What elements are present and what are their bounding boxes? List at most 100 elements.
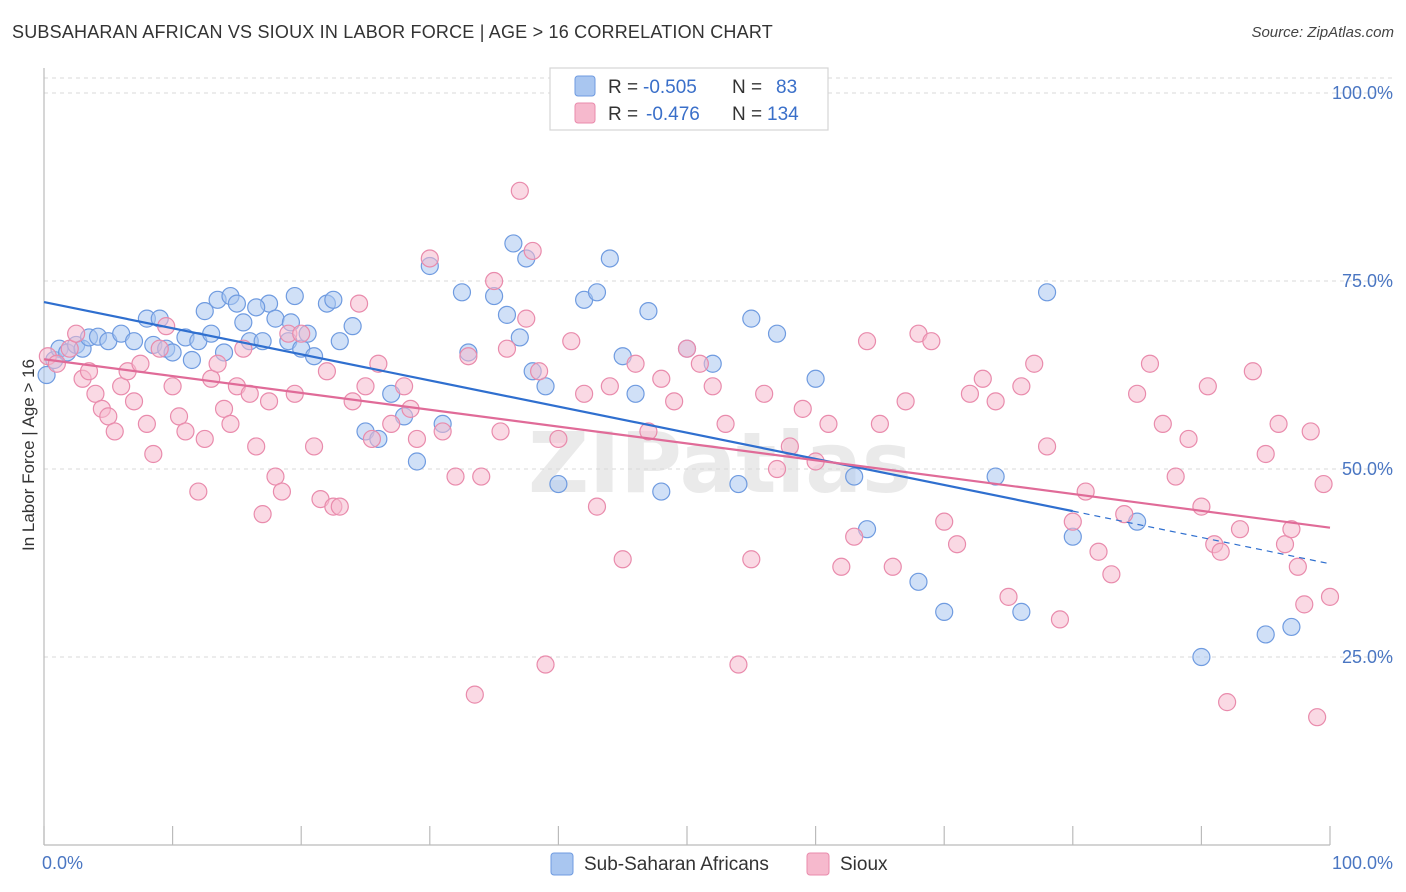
blue-point-0 (37, 365, 56, 385)
pink-point-81 (742, 550, 761, 569)
pink-point-14 (137, 414, 156, 434)
pink-point-117 (1198, 377, 1217, 396)
pink-point-8 (99, 407, 118, 426)
pink-point-98 (960, 384, 980, 403)
blue-point-68 (742, 309, 761, 328)
pink-point-42 (330, 497, 349, 516)
pink-point-130 (1308, 708, 1327, 727)
blue-point-62 (626, 384, 645, 403)
series-sub-saharan-africans (37, 234, 1301, 667)
trend-lines (43, 301, 1331, 565)
blue-point-56 (536, 377, 555, 396)
pink-point-115 (1179, 429, 1198, 449)
pink-point-73 (639, 422, 658, 441)
pink-point-102 (1012, 377, 1031, 396)
blue-point-52 (510, 328, 529, 347)
pink-point-95 (922, 332, 941, 351)
pink-point-127 (1288, 557, 1307, 576)
legend-r-value-1: -0.505 (643, 77, 697, 98)
pink-point-22 (195, 429, 214, 449)
pink-point-76 (677, 339, 697, 358)
blue-point-59 (587, 283, 607, 302)
pink-point-70 (600, 377, 619, 396)
pink-point-60 (497, 339, 517, 358)
blue-point-21 (195, 302, 214, 321)
pink-point-69 (587, 497, 607, 516)
pink-point-87 (819, 414, 838, 434)
pink-point-101 (999, 587, 1018, 606)
blue-point-39 (324, 290, 343, 309)
pink-point-124 (1269, 414, 1288, 434)
bottom-legend-swatch-blue (550, 852, 574, 876)
pink-point-40 (317, 362, 337, 381)
pink-point-126 (1282, 520, 1301, 539)
pink-point-49 (394, 377, 414, 396)
pink-point-44 (349, 294, 369, 313)
pink-point-54 (446, 467, 465, 486)
pink-point-97 (947, 535, 967, 554)
pink-point-66 (549, 429, 568, 449)
x-ticks: 0.0% 100.0% (42, 853, 1393, 873)
blue-point-46 (407, 452, 427, 471)
x-tick-label-1: 100.0% (1332, 853, 1393, 873)
pink-point-79 (716, 414, 735, 434)
blue-point-26 (234, 313, 253, 332)
pink-point-92 (883, 557, 902, 576)
legend-swatch-pink (574, 102, 596, 124)
pink-point-5 (79, 362, 99, 381)
blue-point-32 (285, 286, 304, 306)
pink-point-113 (1153, 414, 1172, 434)
blue-point-19 (202, 324, 221, 343)
pink-point-51 (407, 429, 427, 449)
pink-point-100 (986, 392, 1005, 411)
pink-point-2 (60, 339, 79, 358)
pink-point-129 (1301, 422, 1320, 441)
pink-point-123 (1256, 444, 1275, 464)
pink-point-6 (86, 384, 105, 403)
pink-point-10 (112, 377, 131, 396)
pink-point-110 (1115, 505, 1134, 524)
pink-point-85 (793, 399, 812, 418)
legend-n-value-2: 134 (767, 104, 799, 125)
pink-point-65 (536, 655, 555, 674)
pink-point-26 (221, 414, 240, 434)
blue-point-70 (806, 369, 825, 388)
blue-point-64 (652, 482, 671, 501)
pink-point-15 (144, 444, 163, 464)
pink-point-72 (626, 354, 645, 373)
pink-point-93 (896, 392, 915, 411)
blue-point-38 (330, 332, 349, 351)
source-label: Source: ZipAtlas.com (1251, 24, 1394, 41)
pink-point-90 (857, 332, 877, 351)
pink-point-111 (1127, 384, 1147, 403)
blue-point-40 (343, 317, 362, 336)
blue-point-10 (124, 332, 144, 351)
pink-point-38 (304, 437, 324, 456)
blue-point-48 (452, 283, 472, 302)
blue-point-74 (935, 602, 954, 621)
pink-point-99 (973, 369, 992, 388)
pink-point-131 (1314, 474, 1333, 494)
pink-point-58 (485, 271, 504, 291)
legend-box: R = -0.505 N = 83 R = -0.476 N = 134 (549, 67, 829, 131)
pink-point-52 (420, 249, 439, 268)
legend-n-label-1: N = (732, 77, 762, 98)
pink-point-56 (465, 685, 484, 704)
pink-point-68 (575, 384, 594, 403)
blue-point-24 (227, 294, 246, 313)
pink-point-64 (530, 362, 549, 381)
pink-point-18 (163, 377, 182, 396)
legend-n-value-1: 83 (776, 77, 797, 98)
pink-point-82 (755, 384, 774, 403)
blue-point-67 (729, 474, 748, 494)
pink-point-128 (1295, 595, 1314, 614)
blue-point-60 (600, 249, 619, 268)
blue-point-73 (909, 572, 928, 591)
pink-point-63 (523, 241, 542, 261)
pink-point-24 (208, 354, 227, 373)
trend-line-pink (43, 358, 1331, 529)
pink-point-23 (202, 369, 221, 388)
pink-point-33 (266, 467, 285, 486)
pink-point-19 (169, 407, 189, 426)
